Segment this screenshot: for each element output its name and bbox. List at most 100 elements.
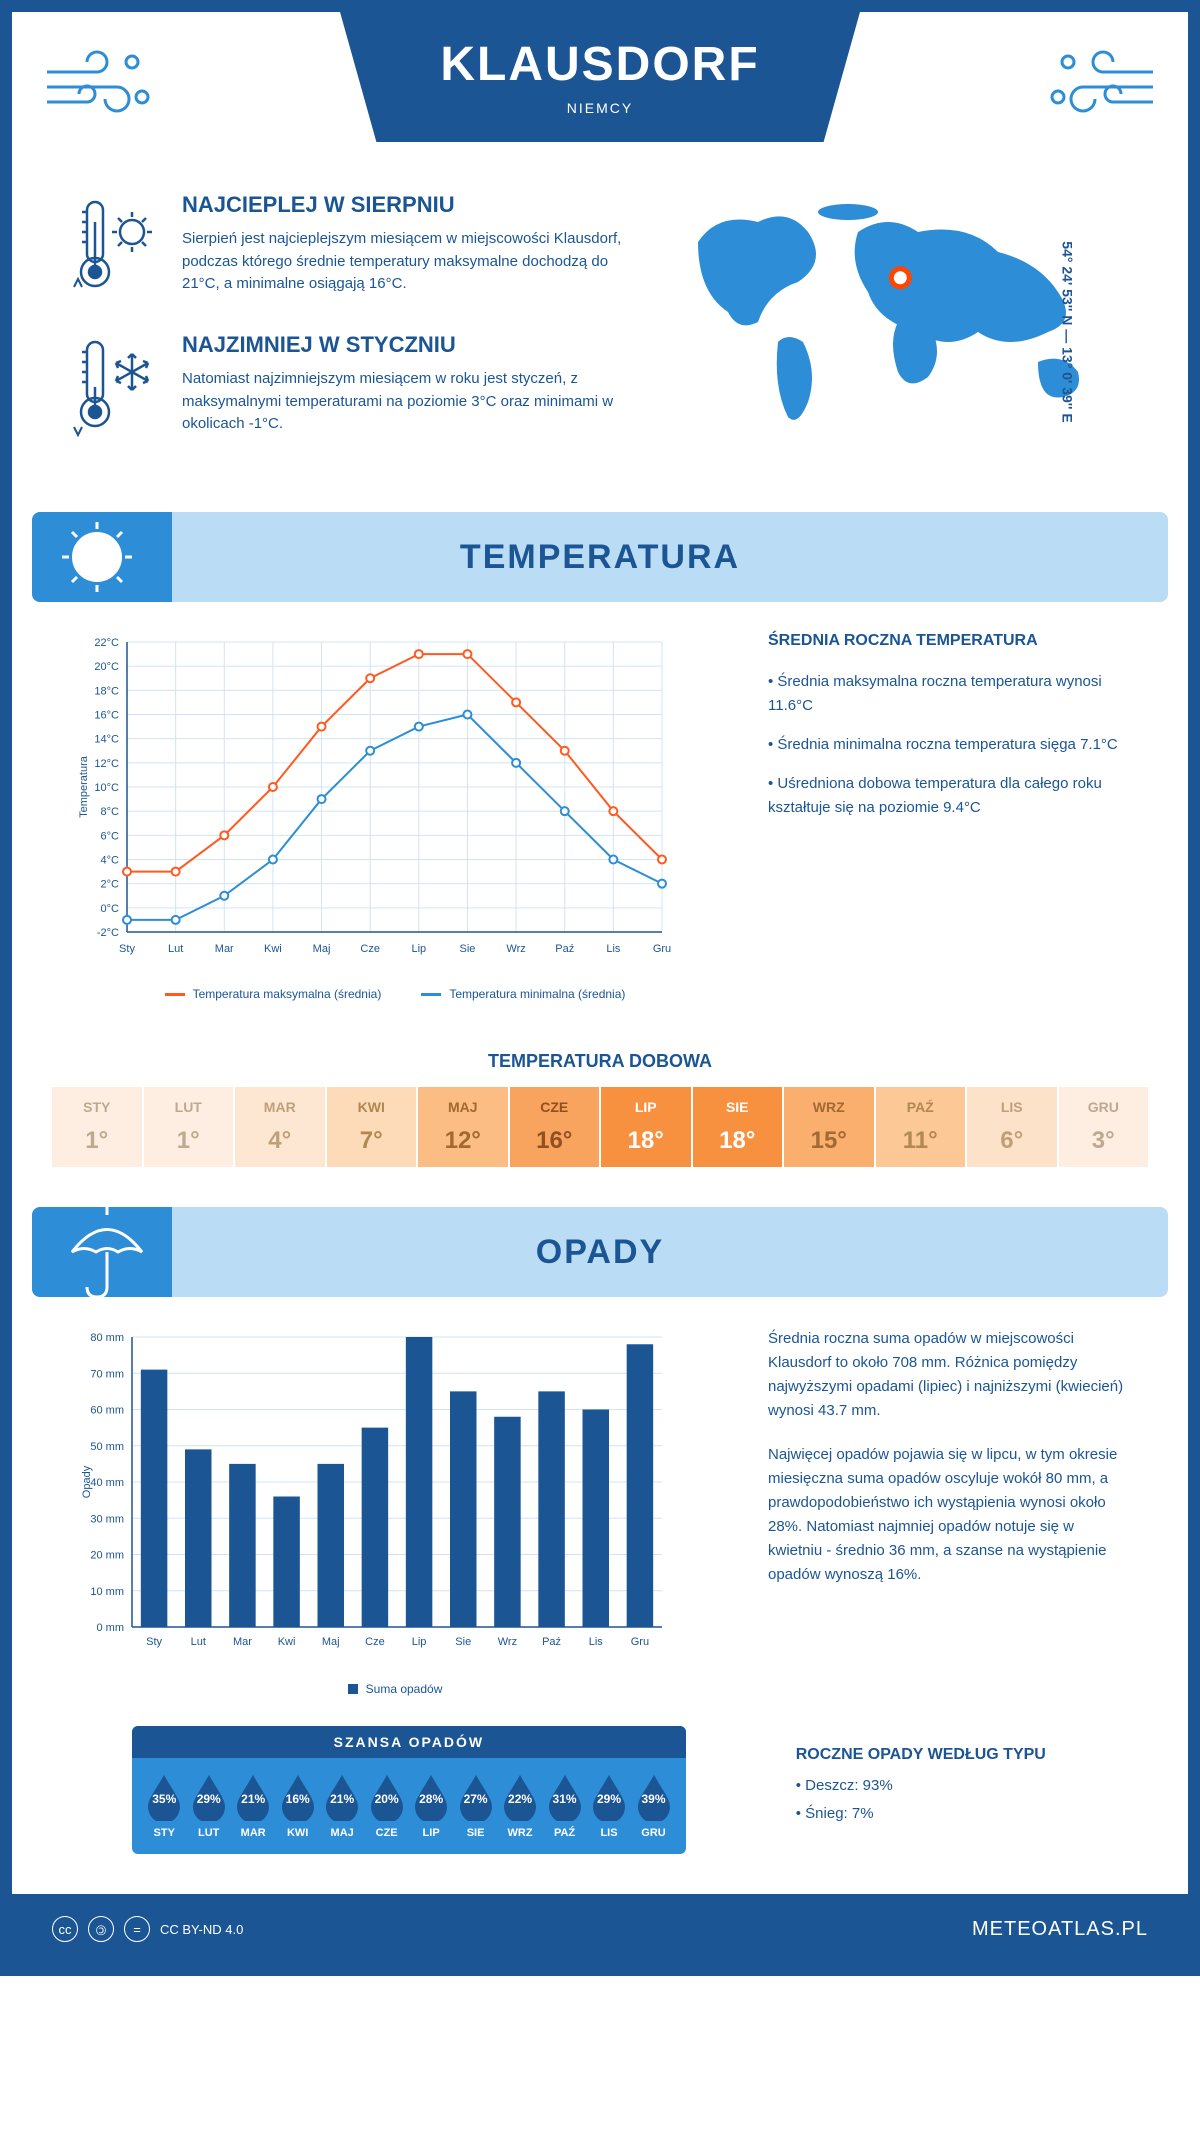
daily-cell: KWI7°	[327, 1087, 417, 1167]
warmest-title: NAJCIEPLEJ W SIERPNIU	[182, 192, 628, 218]
precip-text: Średnia roczna suma opadów w miejscowośc…	[768, 1327, 1128, 1696]
daily-temperature-grid: STY1°LUT1°MAR4°KWI7°MAJ12°CZE16°LIP18°SI…	[52, 1087, 1148, 1167]
temperature-body: -2°C0°C2°C4°C6°C8°C10°C12°C14°C16°C18°C2…	[12, 632, 1188, 1031]
svg-text:Cze: Cze	[365, 1636, 385, 1648]
svg-text:Paź: Paź	[542, 1636, 561, 1648]
precip-section-header: OPADY	[32, 1207, 1168, 1297]
intro-text-column: NAJCIEPLEJ W SIERPNIU Sierpień jest najc…	[72, 192, 628, 472]
chance-drop: 31%PAŹ	[542, 1773, 586, 1839]
temp-fact-item: • Średnia maksymalna roczna temperatura …	[768, 670, 1128, 718]
svg-text:Lip: Lip	[411, 943, 426, 955]
chance-drop: 21%MAR	[231, 1773, 275, 1839]
temperature-chart-area: -2°C0°C2°C4°C6°C8°C10°C12°C14°C16°C18°C2…	[72, 632, 718, 1001]
svg-text:Kwi: Kwi	[264, 943, 282, 955]
svg-text:8°C: 8°C	[101, 806, 120, 818]
svg-text:Lis: Lis	[606, 943, 621, 955]
svg-text:18°C: 18°C	[94, 685, 119, 697]
umbrella-icon	[52, 1197, 162, 1307]
world-map-column: 54° 24' 53'' N — 13° 0' 39'' E	[668, 192, 1128, 472]
chance-drop: 16%KWI	[275, 1773, 319, 1839]
svg-text:20 mm: 20 mm	[90, 1550, 124, 1562]
svg-text:Gru: Gru	[631, 1636, 649, 1648]
svg-text:50 mm: 50 mm	[90, 1441, 124, 1453]
temp-fact-item: • Uśredniona dobowa temperatura dla całe…	[768, 772, 1128, 820]
svg-text:6°C: 6°C	[101, 830, 120, 842]
daily-cell: LIP18°	[601, 1087, 691, 1167]
header: KLAUSDORF NIEMCY	[12, 12, 1188, 172]
svg-text:14°C: 14°C	[94, 734, 119, 746]
thermometer-snow-icon	[72, 332, 162, 442]
precip-title: OPADY	[536, 1233, 664, 1272]
precip-types-title: ROCZNE OPADY WEDŁUG TYPU	[796, 1746, 1128, 1764]
temperature-facts: ŚREDNIA ROCZNA TEMPERATURA • Średnia mak…	[768, 632, 1128, 1001]
precip-type-item: • Deszcz: 93%	[796, 1774, 1128, 1798]
svg-text:Opady: Opady	[81, 1465, 93, 1498]
nd-icon: =	[124, 1916, 150, 1942]
precip-bar-chart: 0 mm10 mm20 mm30 mm40 mm50 mm60 mm70 mm8…	[72, 1327, 672, 1667]
cc-icon: cc	[52, 1916, 78, 1942]
svg-text:0°C: 0°C	[101, 903, 120, 915]
svg-text:Sty: Sty	[119, 943, 135, 955]
temperature-section-header: TEMPERATURA	[32, 512, 1168, 602]
svg-text:30 mm: 30 mm	[90, 1513, 124, 1525]
svg-text:40 mm: 40 mm	[90, 1477, 124, 1489]
svg-text:Cze: Cze	[360, 943, 380, 955]
legend-item: Temperatura maksymalna (średnia)	[165, 987, 382, 1001]
section-icon-bg	[32, 1207, 172, 1297]
intro-section: NAJCIEPLEJ W SIERPNIU Sierpień jest najc…	[12, 172, 1188, 512]
daily-cell: LUT1°	[144, 1087, 234, 1167]
precip-type-item: • Śnieg: 7%	[796, 1802, 1128, 1826]
svg-text:10°C: 10°C	[94, 782, 119, 794]
precip-p2: Najwięcej opadów pojawia się w lipcu, w …	[768, 1443, 1128, 1587]
svg-text:-2°C: -2°C	[97, 927, 119, 939]
daily-cell: SIE18°	[693, 1087, 783, 1167]
svg-text:Gru: Gru	[653, 943, 671, 955]
wind-icon-right	[1038, 42, 1158, 122]
temp-fact-item: • Średnia minimalna roczna temperatura s…	[768, 733, 1128, 757]
precip-body: 0 mm10 mm20 mm30 mm40 mm50 mm60 mm70 mm8…	[12, 1327, 1188, 1726]
by-icon: 🄯	[88, 1916, 114, 1942]
footer-site: METEOATLAS.PL	[972, 1918, 1148, 1941]
svg-text:Kwi: Kwi	[278, 1636, 296, 1648]
chance-title: SZANSA OPADÓW	[132, 1726, 686, 1758]
svg-text:4°C: 4°C	[101, 855, 120, 867]
thermometer-sun-icon	[72, 192, 162, 302]
svg-text:Mar: Mar	[215, 943, 234, 955]
chance-drop: 29%LUT	[186, 1773, 230, 1839]
svg-text:Maj: Maj	[322, 1636, 340, 1648]
svg-text:Wrz: Wrz	[498, 1636, 517, 1648]
chance-drop: 20%CZE	[364, 1773, 408, 1839]
svg-text:Lip: Lip	[412, 1636, 427, 1648]
warmest-text: Sierpień jest najcieplejszym miesiącem w…	[182, 228, 628, 296]
precip-p1: Średnia roczna suma opadów w miejscowośc…	[768, 1327, 1128, 1423]
chance-drop: 27%SIE	[453, 1773, 497, 1839]
svg-text:16°C: 16°C	[94, 710, 119, 722]
svg-text:Sie: Sie	[455, 1636, 471, 1648]
svg-text:Lut: Lut	[191, 1636, 206, 1648]
chance-drop: 39%GRU	[631, 1773, 675, 1839]
daily-cell: PAŹ11°	[876, 1087, 966, 1167]
warmest-block: NAJCIEPLEJ W SIERPNIU Sierpień jest najc…	[72, 192, 628, 302]
sun-icon	[52, 517, 152, 617]
svg-text:0 mm: 0 mm	[97, 1622, 125, 1634]
chance-drop: 35%STY	[142, 1773, 186, 1839]
svg-text:Temperatura: Temperatura	[78, 755, 90, 818]
temperature-line-chart: -2°C0°C2°C4°C6°C8°C10°C12°C14°C16°C18°C2…	[72, 632, 672, 972]
daily-cell: LIS6°	[967, 1087, 1057, 1167]
precip-legend: Suma opadów	[72, 1682, 718, 1696]
daily-cell: MAJ12°	[418, 1087, 508, 1167]
coordinates: 54° 24' 53'' N — 13° 0' 39'' E	[1059, 241, 1075, 422]
svg-text:12°C: 12°C	[94, 758, 119, 770]
coldest-text: Natomiast najzimniejszym miesiącem w rok…	[182, 368, 628, 436]
section-icon-bg	[32, 512, 172, 602]
svg-text:Wrz: Wrz	[506, 943, 525, 955]
chance-drop: 21%MAJ	[320, 1773, 364, 1839]
footer-license: cc 🄯 = CC BY-ND 4.0	[52, 1916, 243, 1942]
svg-text:22°C: 22°C	[94, 637, 119, 649]
daily-cell: WRZ15°	[784, 1087, 874, 1167]
svg-text:Sty: Sty	[146, 1636, 162, 1648]
svg-text:Maj: Maj	[313, 943, 331, 955]
infographic-container: KLAUSDORF NIEMCY	[0, 0, 1200, 1976]
chance-drop: 29%LIS	[587, 1773, 631, 1839]
temperature-legend: Temperatura maksymalna (średnia)Temperat…	[72, 987, 718, 1001]
